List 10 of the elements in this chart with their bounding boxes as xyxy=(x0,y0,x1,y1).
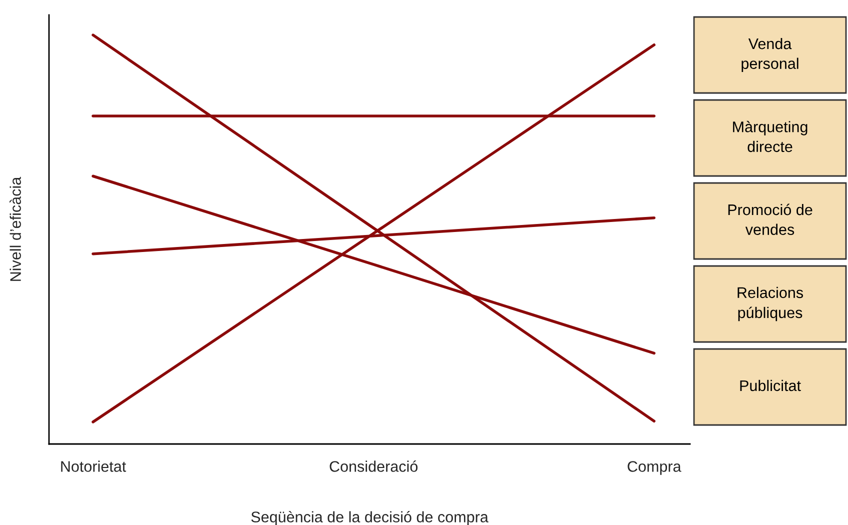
x-axis-title: Seqüència de la decisió de compra xyxy=(251,511,488,525)
text: Publicitat xyxy=(740,380,801,392)
text: Promoció de vendes xyxy=(728,204,812,235)
text: Venda personal xyxy=(742,38,798,72)
x-tick-label: Compra xyxy=(628,461,682,475)
text: Màrqueting directe xyxy=(733,120,808,152)
x-tick-label: Notorietat xyxy=(61,460,126,472)
x-tick-label: Consideració xyxy=(330,460,418,472)
text: Relacions públiques xyxy=(738,286,803,322)
y-axis-title: Nivell d’eficàcia xyxy=(10,176,21,281)
